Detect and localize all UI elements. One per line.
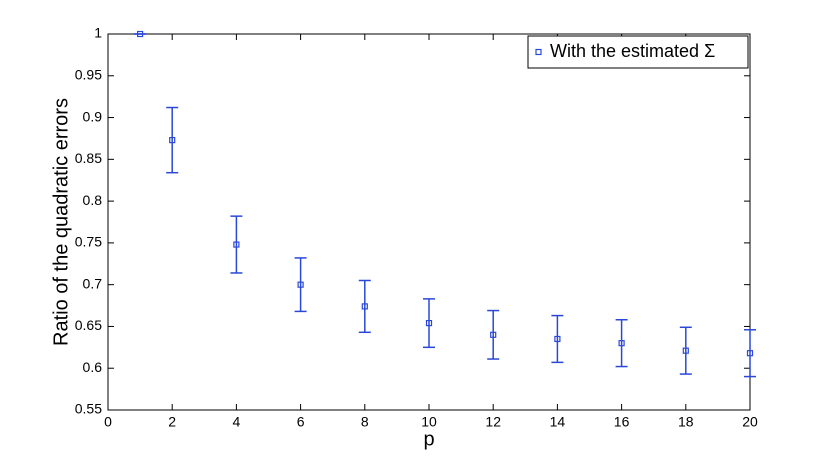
marker — [618, 340, 625, 347]
x-tick-label: 8 — [361, 414, 369, 430]
marker — [361, 303, 368, 310]
marker — [137, 30, 144, 38]
x-tick-label: 6 — [297, 414, 305, 430]
x-tick-label: 18 — [678, 414, 694, 430]
x-tick-label: 2 — [168, 414, 176, 430]
marker — [425, 320, 433, 327]
x-tick-label: 10 — [421, 414, 437, 430]
x-tick-label: 20 — [742, 414, 758, 430]
y-tick-label: 0.6 — [83, 359, 103, 375]
x-tick-label: 4 — [233, 414, 241, 430]
marker — [682, 347, 689, 354]
y-tick-label: 0.55 — [75, 401, 102, 417]
marker — [554, 335, 561, 343]
x-tick-label: 16 — [614, 414, 630, 430]
marker — [169, 137, 176, 144]
legend-marker — [535, 48, 542, 56]
y-axis-label: Ratio of the quadratic errors — [50, 98, 72, 346]
x-tick-label: 14 — [550, 414, 566, 430]
y-tick-label: 0.7 — [83, 275, 103, 291]
x-tick-label: 12 — [485, 414, 501, 430]
legend-box — [527, 35, 749, 69]
marker — [746, 350, 754, 357]
x-tick-label: 0 — [104, 414, 112, 430]
x-axis-label: p — [423, 428, 434, 450]
y-tick-label: 0.8 — [83, 192, 103, 208]
marker — [297, 281, 304, 288]
y-tick-label: 0.75 — [75, 234, 102, 250]
y-tick-label: 0.65 — [75, 317, 102, 333]
y-tick-label: 0.9 — [83, 108, 103, 124]
legend-label: With the estimated Σ — [550, 41, 715, 61]
y-tick-label: 0.95 — [75, 66, 102, 82]
y-tick-label: 0.85 — [75, 150, 102, 166]
marker — [490, 331, 497, 338]
plot-box — [107, 33, 751, 411]
marker — [233, 241, 240, 248]
y-tick-label: 1 — [94, 25, 102, 41]
